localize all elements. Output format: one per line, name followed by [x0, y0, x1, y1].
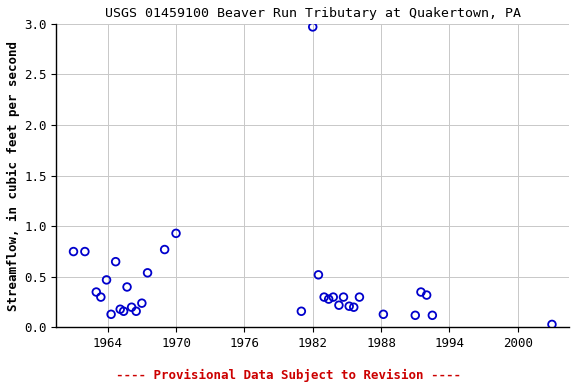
Point [172, 230, 181, 237]
Point [324, 296, 334, 302]
Point [355, 294, 364, 300]
Point [102, 277, 111, 283]
Point [131, 308, 141, 314]
Point [297, 308, 306, 314]
Point [119, 308, 128, 314]
Point [308, 24, 317, 30]
Point [344, 303, 354, 309]
Point [547, 321, 556, 328]
Point [428, 312, 437, 318]
Point [96, 294, 105, 300]
Point [314, 272, 323, 278]
Title: USGS 01459100 Beaver Run Tributary at Quakertown, PA: USGS 01459100 Beaver Run Tributary at Qu… [105, 7, 521, 20]
Point [111, 258, 120, 265]
Point [123, 284, 132, 290]
Point [416, 289, 426, 295]
Point [349, 304, 358, 310]
Point [411, 312, 420, 318]
Point [334, 302, 343, 308]
Point [339, 294, 348, 300]
Point [160, 247, 169, 253]
Point [92, 289, 101, 295]
Text: ---- Provisional Data Subject to Revision ----: ---- Provisional Data Subject to Revisio… [116, 369, 460, 382]
Point [80, 248, 89, 255]
Point [116, 306, 125, 312]
Point [69, 248, 78, 255]
Point [329, 294, 338, 300]
Y-axis label: Streamflow, in cubic feet per second: Streamflow, in cubic feet per second [7, 41, 20, 311]
Point [107, 311, 116, 317]
Point [422, 292, 431, 298]
Point [137, 300, 146, 306]
Point [127, 304, 136, 310]
Point [143, 270, 152, 276]
Point [320, 294, 329, 300]
Point [379, 311, 388, 317]
